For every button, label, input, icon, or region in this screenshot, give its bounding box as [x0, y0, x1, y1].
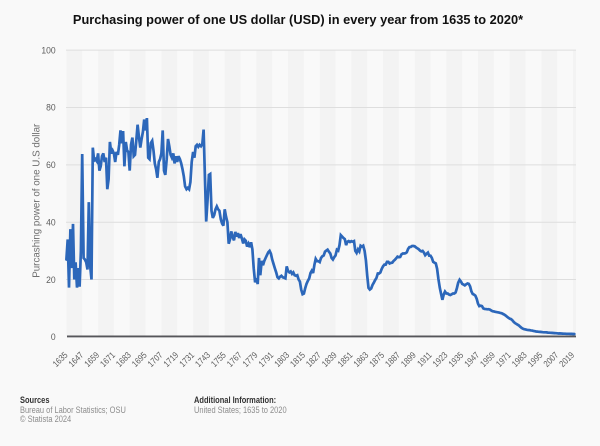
- svg-text:Purcashing power of one U.S do: Purcashing power of one U.S dollar: [32, 123, 43, 278]
- svg-text:40: 40: [46, 217, 56, 227]
- svg-text:0: 0: [51, 332, 56, 342]
- svg-text:2019: 2019: [557, 349, 577, 369]
- svg-text:60: 60: [46, 160, 56, 170]
- svg-text:100: 100: [41, 45, 55, 55]
- svg-text:20: 20: [46, 275, 56, 285]
- svg-text:80: 80: [46, 102, 56, 112]
